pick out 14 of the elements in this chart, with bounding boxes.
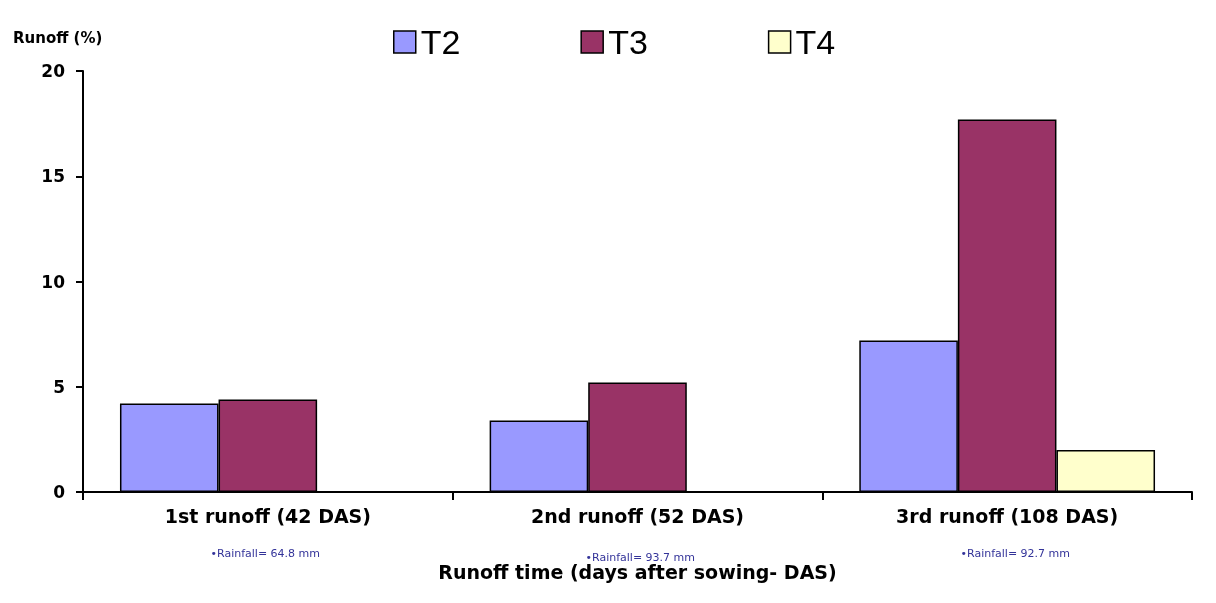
y-tick-label: 15 (41, 166, 65, 187)
x-tick-label: 1st runoff (42 DAS) (164, 504, 371, 527)
text: •Rainfall= 64.8 mm (210, 547, 321, 560)
y-tick-label: 0 (53, 482, 66, 502)
legend-label: T3 (608, 23, 648, 61)
y-tick-label: 5 (53, 376, 65, 397)
y-tick-label: 10 (41, 271, 66, 292)
y-axis-title: Runoff (%) (13, 28, 103, 47)
y-tick-label: 20 (41, 61, 66, 81)
text: •Rainfall= 92.7 mm (960, 547, 1071, 560)
x-tick-label: 2nd runoff (52 DAS) (530, 504, 745, 527)
x-tick-label: 3rd runoff (108 DAS) (896, 504, 1119, 527)
legend-label: T4 (795, 23, 836, 61)
legend-label: T2 (420, 23, 461, 61)
